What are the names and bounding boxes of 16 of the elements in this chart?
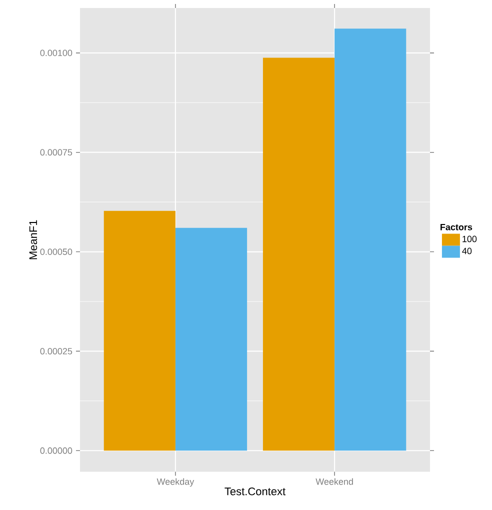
y-tick-label: 0.00100 (40, 50, 72, 56)
bar (104, 210, 176, 451)
bar (334, 28, 406, 451)
y-tick-label: 0.00025 (40, 348, 72, 354)
legend-title: Factors (440, 224, 472, 230)
x-tick-label: Weekday (156, 478, 194, 487)
y-tick-label: 0.00050 (40, 248, 72, 255)
bar (262, 58, 335, 451)
y-axis-title: MeanF1 (29, 220, 38, 260)
y-tick-label: 0.00000 (40, 447, 72, 454)
x-tick-label: Weekend (316, 478, 353, 485)
x-axis-title: Test.Context (224, 488, 286, 496)
bar (175, 228, 248, 451)
y-tick-label: 0.00075 (40, 149, 72, 156)
legend-label: 100 (462, 236, 477, 242)
legend-label: 40 (462, 248, 472, 254)
